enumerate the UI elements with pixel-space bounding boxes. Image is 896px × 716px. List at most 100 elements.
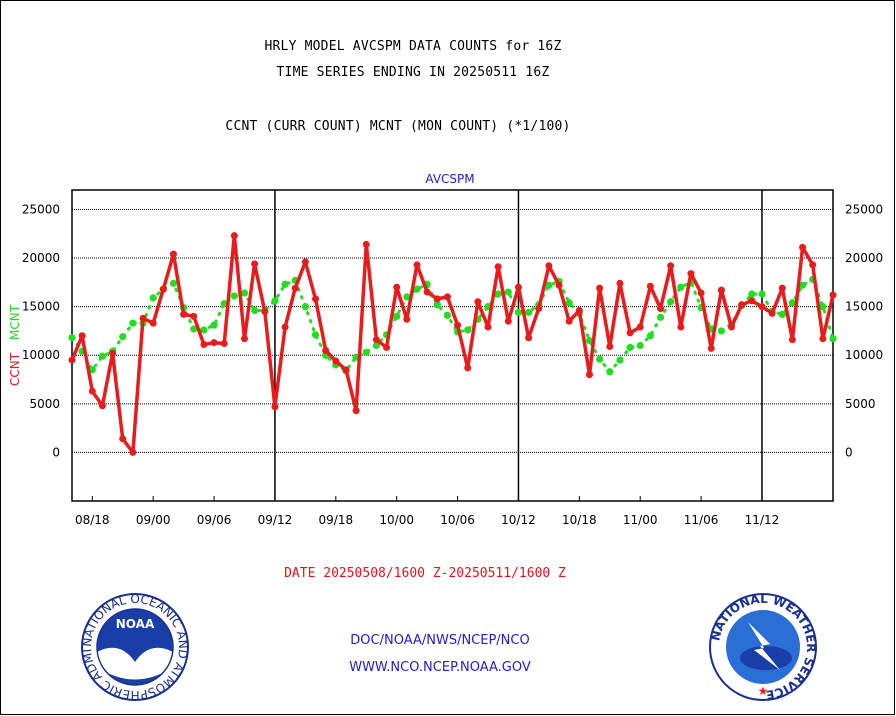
y-axis-left-ticks: 0 5000 10000 15000 20000 25000 [22, 202, 60, 459]
data-point-mcnt [565, 299, 573, 307]
data-point-ccnt [809, 261, 817, 269]
credit-line-2: WWW.NCO.NCEP.NOAA.GOV [349, 660, 531, 675]
data-series [68, 232, 837, 456]
data-point-mcnt [230, 292, 238, 300]
x-tick-label: 10/12 [501, 513, 536, 527]
x-tick-label: 10/00 [379, 513, 414, 527]
data-point-ccnt [342, 366, 350, 374]
data-point-mcnt [251, 306, 259, 315]
data-point-ccnt [78, 332, 86, 340]
data-point-ccnt [301, 258, 309, 266]
y-tick-label-right: 25000 [845, 202, 883, 216]
data-point-ccnt [413, 261, 421, 269]
data-point-mcnt [667, 298, 675, 306]
x-tick-label: 09/00 [136, 513, 171, 527]
data-point-mcnt [494, 290, 502, 298]
data-point-ccnt [728, 323, 736, 331]
data-point-ccnt [443, 293, 451, 301]
data-point-mcnt [525, 308, 533, 317]
data-point-ccnt [748, 297, 756, 305]
data-point-ccnt [251, 260, 259, 268]
data-point-ccnt [159, 285, 167, 293]
x-tick-label: 09/12 [258, 513, 293, 527]
y-tick-label-left: 0 [52, 445, 60, 459]
data-point-ccnt [474, 298, 482, 306]
data-point-mcnt [464, 326, 472, 334]
data-point-mcnt [443, 311, 452, 319]
data-point-ccnt [464, 364, 472, 372]
x-axis-ticks: 08/18 09/00 09/06 09/12 09/18 10/00 10/06 10/12… [75, 496, 779, 527]
data-point-mcnt [636, 341, 644, 350]
data-point-ccnt [230, 232, 238, 240]
data-point-ccnt [200, 341, 208, 349]
data-point-ccnt [119, 435, 127, 443]
data-point-ccnt [281, 323, 289, 331]
data-point-ccnt [332, 357, 340, 365]
chart-title-line2: TIME SERIES ENDING IN 20250511 16Z [276, 65, 550, 80]
x-tick-label: 09/06 [197, 513, 232, 527]
data-point-mcnt [798, 281, 807, 289]
data-point-ccnt [372, 336, 380, 344]
y-tick-label-left: 20000 [22, 251, 60, 265]
data-point-mcnt [68, 334, 76, 342]
credit-line-1: DOC/NOAA/NWS/NCEP/NCO [350, 633, 530, 648]
data-point-ccnt [393, 283, 401, 291]
y-tick-label-right: 15000 [845, 300, 883, 314]
data-point-ccnt [240, 335, 248, 343]
y-tick-label-left: 15000 [22, 300, 60, 314]
data-point-ccnt [129, 448, 137, 456]
data-point-ccnt [312, 295, 320, 303]
data-point-ccnt [585, 371, 593, 379]
data-point-mcnt [362, 348, 370, 356]
data-point-mcnt [545, 281, 553, 289]
data-point-ccnt [778, 284, 786, 292]
data-point-mcnt [656, 313, 665, 321]
data-point-mcnt [819, 303, 827, 311]
data-point-ccnt [362, 240, 370, 248]
data-point-mcnt [677, 283, 685, 291]
data-point-mcnt [778, 310, 786, 318]
data-point-ccnt [646, 282, 654, 290]
data-point-mcnt [403, 293, 411, 301]
data-point-mcnt [311, 331, 320, 339]
data-point-ccnt [717, 286, 725, 294]
data-point-ccnt [403, 315, 411, 323]
data-point-mcnt [240, 289, 249, 297]
data-point-mcnt [788, 299, 797, 307]
data-point-mcnt [372, 341, 380, 350]
y-tick-label-right: 5000 [845, 397, 876, 411]
y-tick-label-right: 10000 [845, 348, 883, 362]
data-point-ccnt [261, 307, 269, 315]
data-point-ccnt [494, 263, 502, 271]
data-point-ccnt [626, 329, 634, 337]
data-point-mcnt [514, 308, 523, 317]
data-point-ccnt [525, 334, 533, 342]
data-point-ccnt [575, 307, 583, 315]
data-point-ccnt [454, 321, 462, 329]
data-point-mcnt [271, 297, 279, 305]
date-range-label: DATE 20250508/1600 Z-20250511/1600 Z [284, 566, 566, 581]
y-axis-right-ticks: 0 5000 10000 15000 20000 25000 [845, 202, 883, 459]
data-point-mcnt [717, 327, 725, 335]
series-line-ccnt [70, 233, 835, 455]
data-point-ccnt [788, 336, 796, 344]
x-tick-label: 11/00 [623, 513, 658, 527]
x-tick-label: 09/18 [319, 513, 354, 527]
day-separators [274, 190, 763, 501]
data-point-ccnt [667, 262, 675, 270]
data-point-mcnt [119, 333, 127, 341]
y-axis-label-ccnt: CCNT [8, 352, 22, 386]
y-tick-label-right: 0 [845, 445, 853, 459]
x-tick-label: 10/18 [562, 513, 597, 527]
data-point-ccnt [383, 343, 391, 351]
data-point-ccnt [271, 403, 279, 411]
data-point-mcnt [626, 343, 634, 352]
data-point-mcnt [504, 288, 512, 296]
chart-subtitle: CCNT (CURR COUNT) MCNT (MON COUNT) (*1/1… [225, 119, 571, 134]
plot-title: AVCSPM [425, 172, 475, 186]
data-point-mcnt [98, 352, 107, 360]
data-point-ccnt [819, 335, 827, 343]
data-point-mcnt [585, 337, 594, 345]
